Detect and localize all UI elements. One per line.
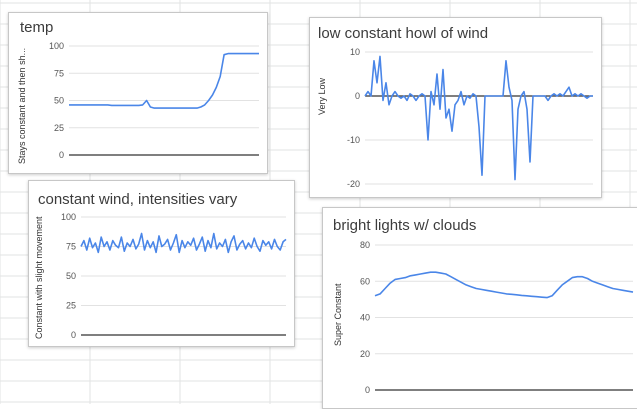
- y-tick-label: 0: [365, 385, 370, 395]
- y-tick-label: 100: [49, 41, 64, 51]
- chart-title: low constant howl of wind: [318, 25, 488, 42]
- chart-title: constant wind, intensities vary: [38, 191, 238, 208]
- chart-svg-wind: low constant howl of wind Very Low -20 -1…: [317, 25, 593, 189]
- chart-card-lights[interactable]: bright lights w/ clouds Super Constant 0…: [322, 207, 637, 409]
- y-tick-label: 50: [54, 96, 64, 106]
- y-tick-label: 10: [350, 47, 360, 57]
- chart-title: bright lights w/ clouds: [333, 217, 476, 234]
- y-axis-title: Stays constant and then sh...: [17, 48, 27, 164]
- series-line: [80, 232, 287, 254]
- y-tick-label: 20: [360, 349, 370, 359]
- y-tick-label: -20: [347, 179, 360, 189]
- y-tick-label: 25: [54, 123, 64, 133]
- y-axis-title: Very Low: [317, 77, 327, 115]
- chart-title: temp: [20, 19, 53, 36]
- chart-svg-lights: bright lights w/ clouds Super Constant 0…: [333, 217, 634, 395]
- y-tick-label: 75: [54, 68, 64, 78]
- chart-card-temp[interactable]: temp Stays constant and then sh... 0 25 50…: [8, 12, 268, 174]
- y-axis-title: Constant with slight movement: [34, 216, 44, 339]
- y-tick-label: 60: [360, 276, 370, 286]
- chart-svg-const: constant wind, intensities vary Constant…: [34, 191, 287, 340]
- y-tick-label: 40: [360, 313, 370, 323]
- series-line: [374, 271, 634, 299]
- y-tick-label: -10: [347, 135, 360, 145]
- chart-card-const[interactable]: constant wind, intensities vary Constant…: [28, 180, 295, 347]
- chart-svg-temp: temp Stays constant and then sh... 0 25 50…: [17, 19, 259, 164]
- y-tick-label: 50: [66, 271, 76, 281]
- y-tick-label: 0: [59, 150, 64, 160]
- y-tick-label: 80: [360, 240, 370, 250]
- y-tick-label: 0: [71, 330, 76, 340]
- series-line: [69, 52, 259, 109]
- y-axis-title: Super Constant: [333, 283, 343, 346]
- y-tick-label: 25: [66, 301, 76, 311]
- series-line: [364, 55, 593, 181]
- y-tick-label: 75: [66, 242, 76, 252]
- y-tick-label: 100: [61, 212, 76, 222]
- y-tick-label: 0: [355, 91, 360, 101]
- chart-card-wind[interactable]: low constant howl of wind Very Low -20 -1…: [309, 17, 602, 198]
